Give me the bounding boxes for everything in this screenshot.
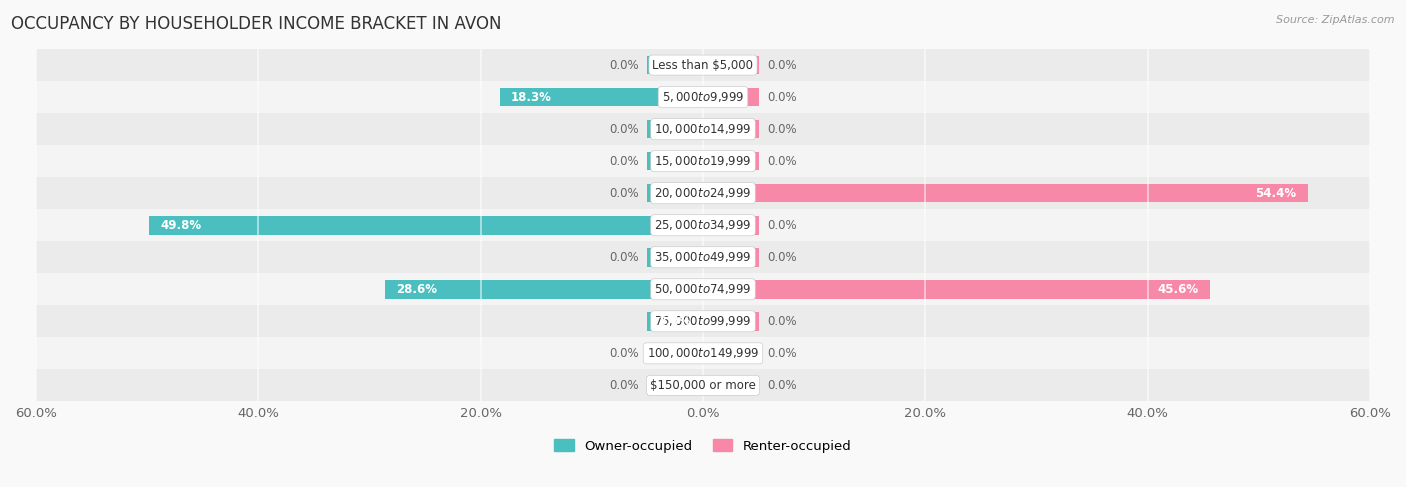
Text: 0.0%: 0.0% xyxy=(609,58,638,72)
Bar xyxy=(647,120,703,138)
Text: 18.3%: 18.3% xyxy=(510,91,551,104)
Text: 0.0%: 0.0% xyxy=(768,91,797,104)
Bar xyxy=(37,177,1369,209)
Bar xyxy=(647,248,703,266)
Bar xyxy=(149,216,703,235)
Bar xyxy=(37,81,1369,113)
Bar xyxy=(37,273,1369,305)
Bar xyxy=(647,56,703,75)
Bar xyxy=(703,56,759,75)
Text: 0.0%: 0.0% xyxy=(768,123,797,136)
Bar xyxy=(37,49,1369,81)
Bar xyxy=(37,145,1369,177)
Bar xyxy=(37,113,1369,145)
Text: $150,000 or more: $150,000 or more xyxy=(650,379,756,392)
Text: 0.0%: 0.0% xyxy=(768,58,797,72)
Bar xyxy=(703,280,1211,299)
Text: $25,000 to $34,999: $25,000 to $34,999 xyxy=(654,218,752,232)
Text: $20,000 to $24,999: $20,000 to $24,999 xyxy=(654,186,752,200)
Text: $75,000 to $99,999: $75,000 to $99,999 xyxy=(654,314,752,328)
Text: 54.4%: 54.4% xyxy=(1256,187,1296,200)
Text: 0.0%: 0.0% xyxy=(768,155,797,168)
Bar xyxy=(647,376,703,394)
Text: $10,000 to $14,999: $10,000 to $14,999 xyxy=(654,122,752,136)
Bar xyxy=(703,120,759,138)
Text: 0.0%: 0.0% xyxy=(609,123,638,136)
Bar xyxy=(37,209,1369,241)
Bar xyxy=(703,344,759,363)
Text: 28.6%: 28.6% xyxy=(396,283,437,296)
Bar xyxy=(37,305,1369,337)
Text: 0.0%: 0.0% xyxy=(768,347,797,360)
Text: 0.0%: 0.0% xyxy=(609,187,638,200)
Text: 45.6%: 45.6% xyxy=(1157,283,1199,296)
Text: $5,000 to $9,999: $5,000 to $9,999 xyxy=(662,90,744,104)
Text: 0.0%: 0.0% xyxy=(768,315,797,328)
Bar xyxy=(385,280,703,299)
Bar xyxy=(499,88,703,107)
Text: $50,000 to $74,999: $50,000 to $74,999 xyxy=(654,282,752,296)
Bar xyxy=(703,88,759,107)
Text: 0.0%: 0.0% xyxy=(609,155,638,168)
Bar xyxy=(703,184,1308,203)
Bar xyxy=(37,241,1369,273)
Text: 0.0%: 0.0% xyxy=(609,347,638,360)
Bar xyxy=(647,344,703,363)
Bar xyxy=(703,312,759,331)
Bar xyxy=(703,376,759,394)
Text: $15,000 to $19,999: $15,000 to $19,999 xyxy=(654,154,752,168)
Bar xyxy=(37,369,1369,401)
Bar xyxy=(703,248,759,266)
Bar xyxy=(703,152,759,170)
Text: 0.0%: 0.0% xyxy=(609,251,638,264)
Text: 0.0%: 0.0% xyxy=(768,219,797,232)
Bar xyxy=(647,152,703,170)
Text: OCCUPANCY BY HOUSEHOLDER INCOME BRACKET IN AVON: OCCUPANCY BY HOUSEHOLDER INCOME BRACKET … xyxy=(11,15,502,33)
Bar xyxy=(37,337,1369,369)
Text: $35,000 to $49,999: $35,000 to $49,999 xyxy=(654,250,752,264)
Text: 49.8%: 49.8% xyxy=(160,219,201,232)
Bar xyxy=(647,312,703,331)
Bar xyxy=(703,216,759,235)
Text: 3.3%: 3.3% xyxy=(658,315,692,328)
Bar xyxy=(647,184,703,203)
Text: 0.0%: 0.0% xyxy=(768,251,797,264)
Text: $100,000 to $149,999: $100,000 to $149,999 xyxy=(647,346,759,360)
Text: Source: ZipAtlas.com: Source: ZipAtlas.com xyxy=(1277,15,1395,25)
Text: 0.0%: 0.0% xyxy=(768,379,797,392)
Legend: Owner-occupied, Renter-occupied: Owner-occupied, Renter-occupied xyxy=(548,434,858,458)
Text: Less than $5,000: Less than $5,000 xyxy=(652,58,754,72)
Text: 0.0%: 0.0% xyxy=(609,379,638,392)
